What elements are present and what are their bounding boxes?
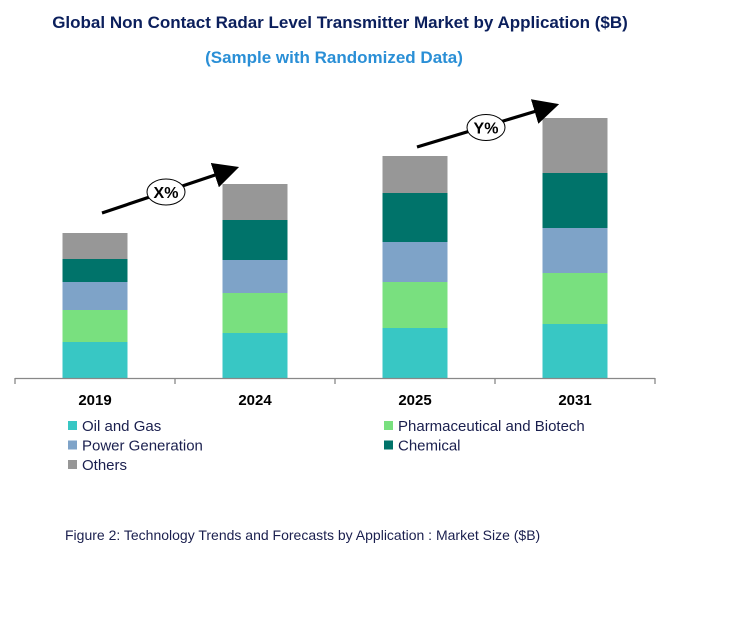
x-tick-label: 2031 (558, 392, 591, 409)
bar-segment-2025-others (382, 156, 448, 193)
legend-swatch (384, 440, 393, 450)
legend-swatch (68, 421, 77, 430)
bar-segment-2025-pharmaceutical-and-biotech (382, 282, 448, 328)
bar-segment-2031-chemical (542, 173, 608, 228)
bar-segment-2019-power-generation (62, 282, 128, 310)
bar-segment-2019-chemical (62, 259, 128, 282)
legend-swatch (68, 460, 77, 469)
legend-swatch (384, 421, 393, 430)
bar-segment-2031-oil-and-gas (542, 324, 608, 378)
chart-title: Global Non Contact Radar Level Transmitt… (52, 13, 628, 32)
growth-annotations: X% Y% (101, 99, 560, 215)
x-ticks: 2019 2024 2025 2031 (14, 378, 656, 409)
bar-segment-2031-power-generation (542, 228, 608, 273)
bar-segment-2025-chemical (382, 193, 448, 242)
bar-segment-2025-oil-and-gas (382, 328, 448, 378)
bar-segment-2024-power-generation (222, 260, 288, 293)
legend-label: Others (82, 457, 127, 474)
bars (62, 118, 608, 378)
bar-segment-2019-oil-and-gas (62, 342, 128, 378)
figure-caption: Figure 2: Technology Trends and Forecast… (65, 527, 540, 543)
bar-segment-2031-pharmaceutical-and-biotech (542, 273, 608, 324)
chart-subtitle: (Sample with Randomized Data) (205, 48, 463, 67)
bar-segment-2019-others (62, 233, 128, 259)
x-tick-label: 2019 (78, 392, 111, 409)
legend-label: Power Generation (82, 438, 203, 455)
growth-bubble (146, 178, 186, 206)
legend: Oil and Gas Pharmaceutical and Biotech Pow… (68, 418, 585, 474)
bar-segment-2019-pharmaceutical-and-biotech (62, 310, 128, 342)
bar-segment-2024-oil-and-gas (222, 333, 288, 378)
bar-segment-2024-pharmaceutical-and-biotech (222, 293, 288, 333)
legend-label: Chemical (398, 438, 461, 455)
bar-segment-2031-others (542, 118, 608, 173)
legend-label: Pharmaceutical and Biotech (398, 418, 585, 435)
legend-swatch (68, 440, 77, 450)
x-tick-label: 2024 (238, 392, 272, 409)
growth-label: X% (154, 185, 179, 202)
growth-label: Y% (474, 121, 499, 138)
bar-segment-2025-power-generation (382, 242, 448, 282)
bar-segment-2024-others (222, 184, 288, 220)
x-tick-label: 2025 (398, 392, 431, 409)
legend-label: Oil and Gas (82, 418, 161, 435)
bar-segment-2024-chemical (222, 220, 288, 260)
growth-bubble (466, 114, 506, 141)
